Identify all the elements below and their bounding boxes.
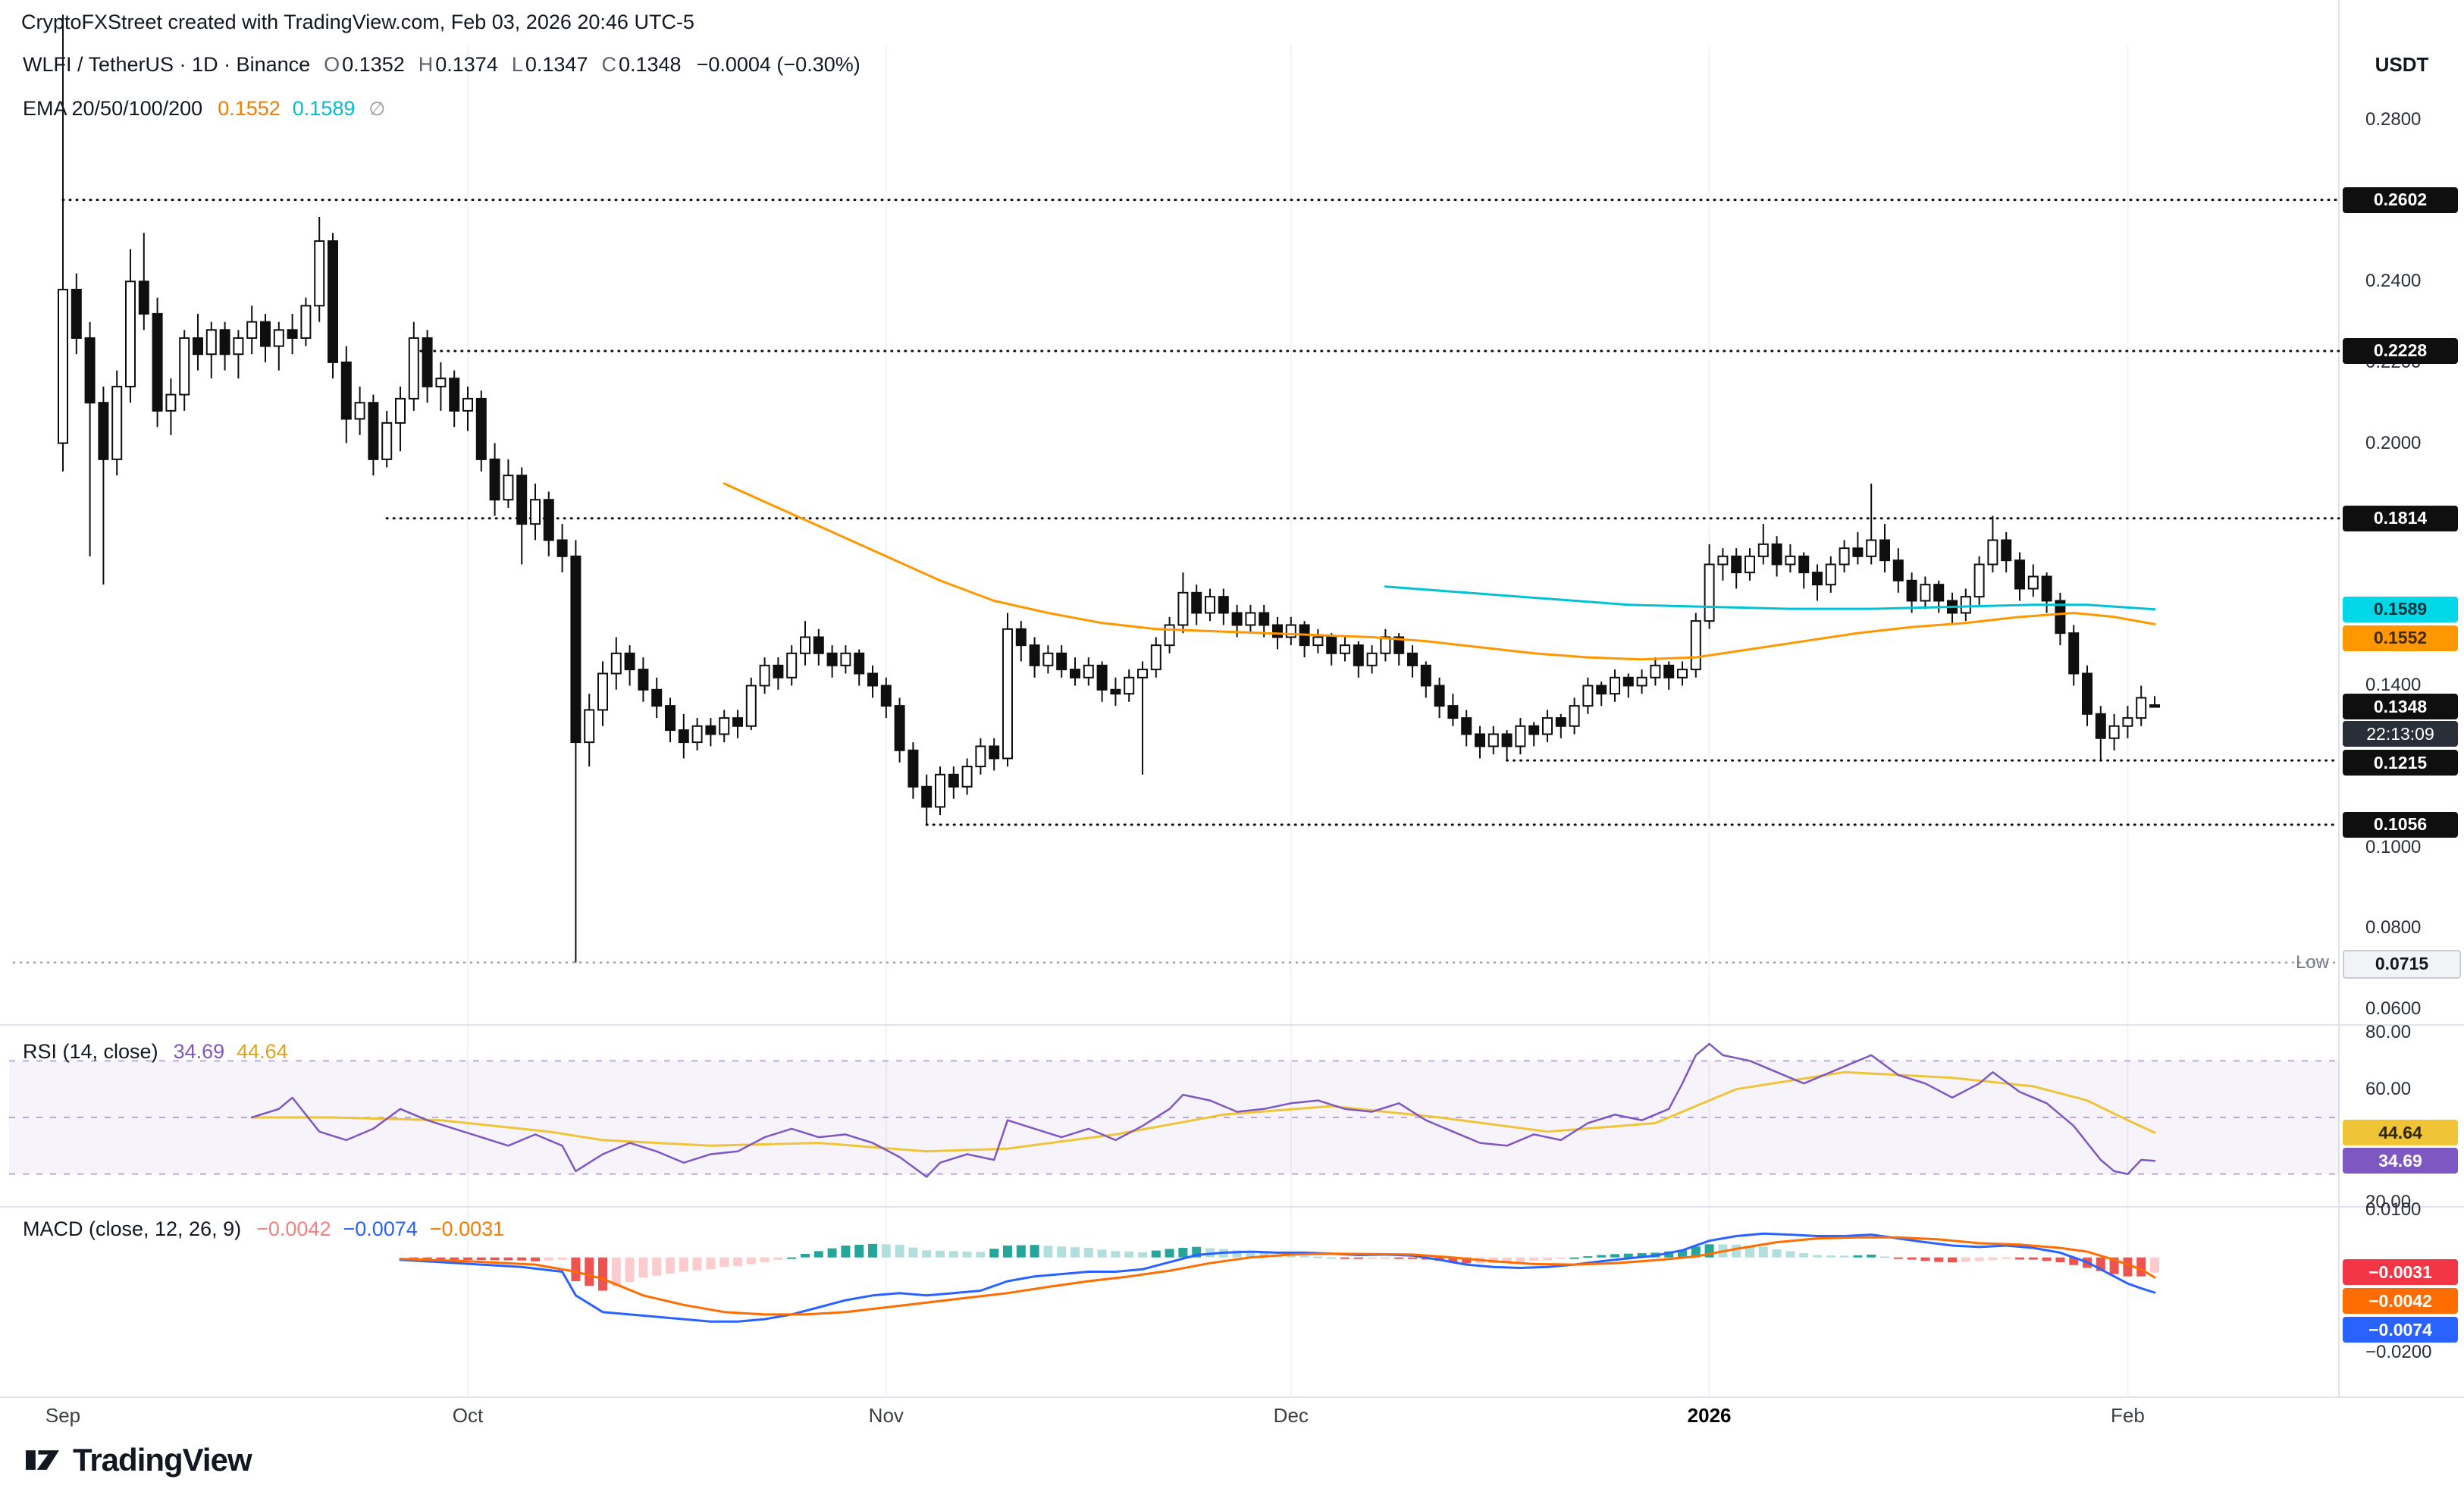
indicator-options-icon[interactable]: ∅ (368, 98, 386, 120)
ema-label: EMA 20/50/100/200 (23, 97, 203, 120)
tradingview-watermark[interactable]: TradingView (23, 1442, 252, 1478)
time-axis-label: Nov (868, 1404, 904, 1427)
macd-legend[interactable]: MACD (close, 12, 26, 9) −0.0042 −0.0074 … (23, 1218, 504, 1241)
macd-line-value: −0.0074 (343, 1218, 418, 1240)
tradingview-logo-text: TradingView (73, 1442, 252, 1478)
macd-hist-value: −0.0042 (256, 1218, 331, 1240)
time-axis-label: Feb (2110, 1404, 2145, 1427)
symbol-legend[interactable]: WLFI / TetherUS · 1D · Binance O 0.1352 H… (23, 53, 861, 77)
rsi-ma-value: 44.64 (237, 1040, 288, 1063)
time-axis[interactable]: Sep Oct Nov Dec 2026 Feb (0, 1401, 2464, 1433)
price-scale-currency[interactable]: USDT (2375, 53, 2429, 76)
symbol-title[interactable]: WLFI / TetherUS · 1D · Binance (23, 53, 311, 76)
time-axis-label: Oct (452, 1404, 484, 1427)
ohlc-low: L 0.1347 (511, 53, 588, 76)
ohlc-close: C 0.1348 (601, 53, 682, 76)
time-axis-label: Dec (1273, 1404, 1309, 1427)
macd-signal-value: −0.0031 (429, 1218, 505, 1240)
rsi-label: RSI (14, close) (23, 1040, 158, 1063)
time-axis-label: 2026 (1687, 1404, 1732, 1427)
ema-value-cyan: 0.1589 (292, 97, 356, 120)
change-value: −0.0004 (−0.30%) (696, 53, 861, 76)
macd-label: MACD (close, 12, 26, 9) (23, 1218, 242, 1240)
time-axis-label: Sep (45, 1404, 81, 1427)
ema-legend[interactable]: EMA 20/50/100/200 0.1552 0.1589 ∅ (23, 97, 385, 121)
ema-value-orange: 0.1552 (218, 97, 281, 120)
credit-line: CryptoFXStreet created with TradingView.… (21, 11, 694, 33)
tradingview-logo-icon (26, 1450, 59, 1470)
ohlc-high: H 0.1374 (418, 53, 498, 76)
ohlc-open: O 0.1352 (324, 53, 405, 76)
rsi-legend[interactable]: RSI (14, close) 34.69 44.64 (23, 1040, 288, 1064)
rsi-value: 34.69 (173, 1040, 225, 1063)
